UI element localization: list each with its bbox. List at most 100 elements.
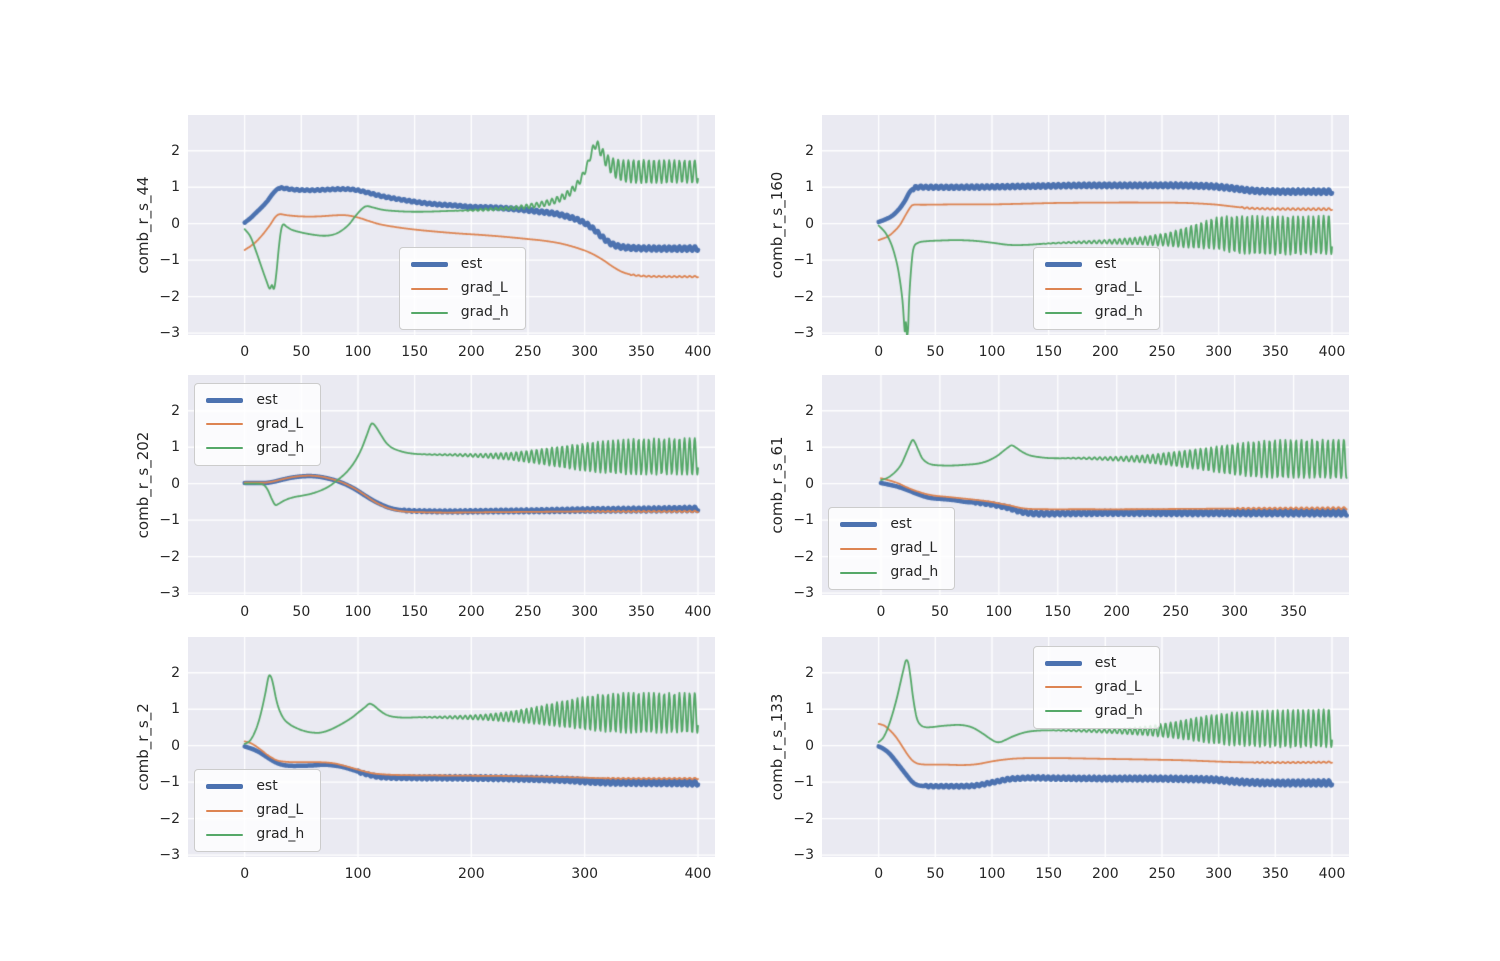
x-tick-label: 50 [926, 344, 945, 360]
subplot-comb-r-s-44: comb_r_s_44 −3 −2 −1 0 1 2 0 50 100 150 200 250 300 3… [134, 115, 715, 360]
legend-label: grad_L [890, 540, 938, 556]
legend-line-swatch [410, 311, 448, 314]
legend-label: est [460, 256, 483, 272]
subplot-comb-r-s-61: comb_r_s_61 −3 −2 −1 0 1 2 0 50 100 150 200 250 300 3… [768, 375, 1349, 620]
y-tick-label: −2 [159, 810, 180, 827]
x-tick-label: 100 [344, 604, 372, 620]
x-tick-label: 50 [292, 604, 311, 620]
y-tick-label: 2 [805, 142, 814, 159]
y-tick-label: 1 [171, 439, 180, 456]
legend-line-swatch [1044, 311, 1082, 314]
y-tick-label: −3 [793, 847, 814, 864]
subplot-comb-r-s-202: comb_r_s_202 −3 −2 −1 0 1 2 0 50 100 150 200 250 300… [134, 375, 715, 620]
legend-line-swatch [840, 547, 878, 550]
x-tick-label: 200 [1091, 866, 1119, 882]
legend-label: est [1094, 654, 1117, 671]
x-tick-label: 0 [240, 344, 250, 360]
x-tick-label: 250 [514, 604, 542, 620]
legend-entry: grad_L [410, 280, 509, 297]
x-tick-label: 150 [1044, 604, 1072, 620]
legend-line-swatch [206, 447, 244, 450]
legend-entry: est [206, 778, 304, 795]
legend-line-swatch [206, 833, 244, 836]
legend-entry: grad_L [206, 802, 304, 819]
x-tick-label: 100 [978, 344, 1006, 360]
y-tick-label: 1 [805, 179, 814, 196]
y-tick-label: 2 [171, 664, 180, 681]
legend-entry: grad_L [206, 416, 304, 433]
x-tick-label: 200 [457, 344, 485, 360]
y-tick-label: −3 [159, 585, 180, 602]
legend-label: est [890, 516, 912, 532]
legend-entry: grad_h [840, 564, 938, 581]
subplot-comb-r-s-2: comb_r_s_2 −3 −2 −1 0 1 2 0 100 200 300 400 est grad… [134, 637, 715, 882]
legend-entry: est [410, 256, 509, 273]
x-tick-label: 300 [571, 866, 599, 882]
y-tick-label: 0 [171, 737, 180, 754]
legend-entry: est [1044, 654, 1143, 672]
legend-label: grad_h [460, 304, 509, 320]
x-tick-label: 400 [684, 604, 712, 620]
x-tick-label: 350 [1261, 866, 1289, 882]
legend-label: grad_L [1094, 280, 1142, 296]
legend-line-swatch [410, 287, 448, 290]
y-tick-label: −2 [159, 548, 180, 565]
x-tick-label: 50 [292, 344, 311, 360]
x-tick-label: 100 [985, 604, 1013, 620]
legend-entry: est [840, 516, 938, 533]
legend-line-swatch [206, 809, 244, 812]
y-tick-label: −2 [159, 288, 180, 305]
legend-label: grad_h [1094, 304, 1143, 320]
legend-entry: est [206, 392, 304, 409]
legend: est grad_L grad_h [398, 247, 526, 330]
x-tick-label: 200 [1103, 604, 1131, 620]
x-tick-label: 100 [978, 866, 1006, 882]
x-tick-label: 150 [1035, 866, 1063, 882]
subplot-comb-r-s-160: comb_r_s_160 −3 −2 −1 0 1 2 0 50 100 150 200 250 300… [768, 115, 1349, 360]
x-tick-label: 400 [684, 866, 712, 882]
legend-label: grad_h [890, 564, 939, 580]
x-tick-label: 300 [1221, 604, 1248, 620]
x-tick-label: 350 [627, 604, 655, 620]
legend-label: est [1094, 256, 1117, 272]
y-tick-label: 2 [171, 402, 180, 419]
legend-line-swatch [1044, 710, 1082, 713]
legend-line-swatch [206, 784, 244, 789]
x-tick-label: 300 [1205, 866, 1233, 882]
x-tick-label: 100 [344, 866, 372, 882]
x-tick-label: 0 [240, 866, 250, 882]
x-tick-label: 200 [457, 866, 485, 882]
legend-entry: grad_h [206, 826, 304, 843]
legend-entry: est [1044, 256, 1143, 273]
legend-entry: grad_L [840, 540, 938, 557]
y-tick-label: −1 [793, 252, 814, 269]
x-tick-label: 100 [344, 344, 372, 360]
legend-line-swatch [410, 262, 448, 267]
x-tick-label: 0 [874, 344, 884, 360]
legend-entry: grad_h [410, 304, 509, 321]
legend: est grad_L grad_h [1032, 247, 1160, 330]
y-tick-label: 1 [171, 179, 180, 196]
x-tick-label: 350 [1261, 344, 1289, 360]
x-tick-label: 150 [401, 604, 429, 620]
x-tick-label: 250 [1148, 866, 1176, 882]
legend: est grad_L grad_h [828, 507, 956, 590]
legend: est grad_L grad_h [1032, 645, 1160, 729]
y-tick-label: −3 [793, 585, 814, 602]
y-tick-label: 1 [805, 701, 814, 718]
legend-label: grad_h [256, 439, 305, 456]
legend-line-swatch [840, 522, 878, 527]
y-tick-label: −2 [793, 810, 814, 827]
y-tick-label: −3 [159, 325, 180, 342]
legend-label: grad_L [256, 802, 304, 818]
y-tick-label: −2 [793, 288, 814, 305]
y-tick-label: −1 [159, 512, 180, 529]
legend-entry: grad_h [1044, 703, 1143, 720]
legend-label: grad_L [460, 280, 508, 296]
legend-label: est [256, 391, 278, 408]
legend-line-swatch [1044, 660, 1082, 666]
legend-entry: grad_h [206, 440, 304, 457]
legend: est grad_L grad_h [194, 382, 322, 466]
legend: est grad_L grad_h [194, 769, 322, 852]
